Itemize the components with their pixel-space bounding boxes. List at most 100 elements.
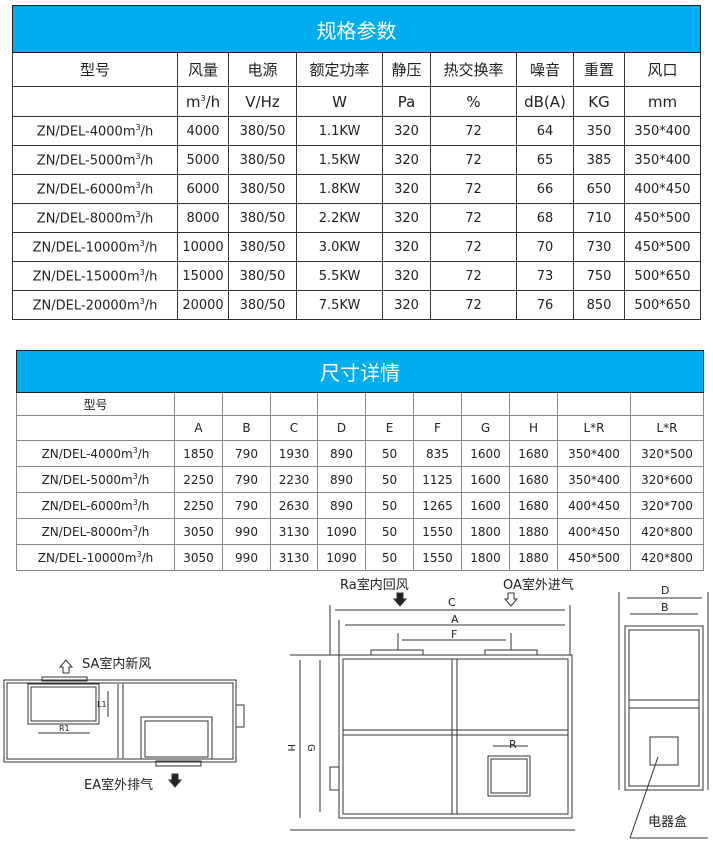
data-cell: 890	[317, 440, 366, 467]
header-cell: 重置	[573, 52, 625, 87]
d-label: D	[661, 584, 669, 597]
side-view-drawing	[618, 592, 709, 839]
data-cell: 72	[430, 174, 517, 204]
data-cell: 730	[573, 232, 625, 262]
data-cell: 1850	[174, 440, 223, 467]
spec-title: 规格参数	[12, 5, 701, 53]
down-outline-arrow-icon	[503, 592, 519, 607]
data-cell: 1880	[509, 544, 558, 571]
data-cell: 400*450	[557, 518, 631, 545]
data-cell: 72	[430, 232, 517, 262]
top-view-drawing	[3, 676, 245, 767]
spec-table: 规格参数 型号 风量 电源 额定功率 静压 热交换率 噪音 重置 风口 m3/h V/Hz W Pa%…	[12, 5, 701, 320]
data-cell: 7.5KW	[296, 290, 383, 320]
data-cell: 3130	[270, 544, 318, 571]
l1-label: L1	[97, 700, 107, 709]
data-cell: 50	[365, 440, 414, 467]
data-cell: ZN/DEL-6000m3/h	[16, 492, 175, 519]
table-row: ZN/DEL-10000m3/h 3050 990 3130 1090 50 1550 180…	[16, 544, 705, 571]
data-cell: ZN/DEL-4000m3/h	[16, 440, 175, 467]
data-cell: 3050	[174, 544, 223, 571]
down-arrow-icon	[392, 592, 408, 607]
unit-cell: Pa	[382, 86, 431, 117]
header-cell: 风量	[177, 52, 229, 87]
data-cell: 350*400	[557, 466, 631, 493]
data-cell: 385	[573, 145, 625, 175]
a-label: A	[451, 613, 459, 626]
data-cell: 3130	[270, 518, 318, 545]
data-cell: 790	[222, 492, 271, 519]
data-cell: 990	[222, 544, 271, 571]
data-cell: 890	[317, 492, 366, 519]
data-cell: 1265	[413, 492, 462, 519]
data-cell: 380/50	[228, 174, 297, 204]
data-cell: 790	[222, 440, 271, 467]
data-cell: 1800	[461, 544, 510, 571]
data-cell: 350*400	[624, 116, 701, 146]
data-cell: 1090	[317, 544, 366, 571]
data-cell: 380/50	[228, 116, 297, 146]
front-view-drawing	[290, 605, 575, 831]
data-cell: 320*500	[629, 440, 705, 467]
data-cell: 320	[382, 116, 431, 146]
data-cell: 450*500	[624, 232, 701, 262]
data-cell: ZN/DEL-6000m3/h	[12, 174, 178, 204]
oa-label: OA室外进气	[503, 577, 574, 593]
data-cell: 73	[516, 261, 574, 291]
data-cell: ZN/DEL-10000m3/h	[16, 544, 175, 571]
header-cell: E	[365, 415, 414, 441]
data-cell: 750	[573, 261, 625, 291]
data-cell: 350*400	[624, 145, 701, 175]
data-cell: ZN/DEL-8000m3/h	[16, 518, 175, 545]
header-cell: 静压	[382, 52, 431, 87]
sa-label: SA室内新风	[82, 656, 151, 672]
data-cell: 320	[382, 290, 431, 320]
data-cell: 420*800	[629, 544, 705, 571]
data-cell: 70	[516, 232, 574, 262]
header-cell: L*R	[557, 415, 631, 441]
header-cell: L*R	[629, 415, 705, 441]
data-cell: 72	[430, 145, 517, 175]
data-cell: 50	[365, 544, 414, 571]
table-row: ZN/DEL-8000m3/h 3050 990 3130 1090 50 1550 1800…	[16, 518, 705, 545]
data-cell: 4000	[177, 116, 229, 146]
data-cell: 380/50	[228, 290, 297, 320]
dimension-table: 尺寸详情 型号 A B C D E F G H L*R L*R ZN/DEL-4000m3/h 18…	[15, 350, 705, 571]
data-cell: 1600	[461, 466, 510, 493]
data-cell: 50	[365, 492, 414, 519]
table-row: ZN/DEL-6000m3/h 6000 380/50 1.8KW 320 72 66 650…	[12, 174, 701, 204]
unit-cell	[12, 86, 178, 117]
electric-box-label: 电器盒	[648, 814, 687, 830]
data-cell: 72	[430, 290, 517, 320]
data-cell: ZN/DEL-20000m3/h	[12, 290, 178, 320]
header-cell: 风口	[624, 52, 701, 87]
down-arrow-icon	[167, 773, 183, 788]
data-cell: 1550	[413, 518, 462, 545]
data-cell: 1800	[461, 518, 510, 545]
data-cell: 1.1KW	[296, 116, 383, 146]
data-cell: 5.5KW	[296, 261, 383, 291]
table-row: ZN/DEL-15000m3/h 15000 380/50 5.5KW 320 72 73 7…	[12, 261, 701, 291]
ea-label: EA室外排气	[84, 777, 153, 793]
data-cell: 1550	[413, 544, 462, 571]
data-cell: 15000	[177, 261, 229, 291]
data-cell: 1.5KW	[296, 145, 383, 175]
table-row: ZN/DEL-4000m3/h 1850 790 1930 890 50 835 1600 16…	[16, 440, 705, 467]
data-cell: 3.0KW	[296, 232, 383, 262]
up-arrow-icon	[58, 659, 74, 674]
ra-label: Ra室内回风	[340, 577, 409, 593]
data-cell: 420*800	[629, 518, 705, 545]
dims-title: 尺寸详情	[15, 350, 705, 393]
data-cell: 64	[516, 116, 574, 146]
unit-cell: dB(A)	[516, 86, 574, 117]
g-label: G	[305, 744, 316, 752]
data-cell: 5000	[177, 145, 229, 175]
data-cell: ZN/DEL-15000m3/h	[12, 261, 178, 291]
table-row: ZN/DEL-20000m3/h 20000 380/50 7.5KW 320 72 76 8…	[12, 290, 701, 320]
header-cell: B	[222, 415, 271, 441]
table-row: ZN/DEL-5000m3/h 5000 380/50 1.5KW 320 72 65 385…	[12, 145, 701, 175]
table-row: ZN/DEL-6000m3/h 2250 790 2630 890 50 1265 1600 1…	[16, 492, 705, 519]
data-cell: 6000	[177, 174, 229, 204]
data-cell: 380/50	[228, 203, 297, 233]
